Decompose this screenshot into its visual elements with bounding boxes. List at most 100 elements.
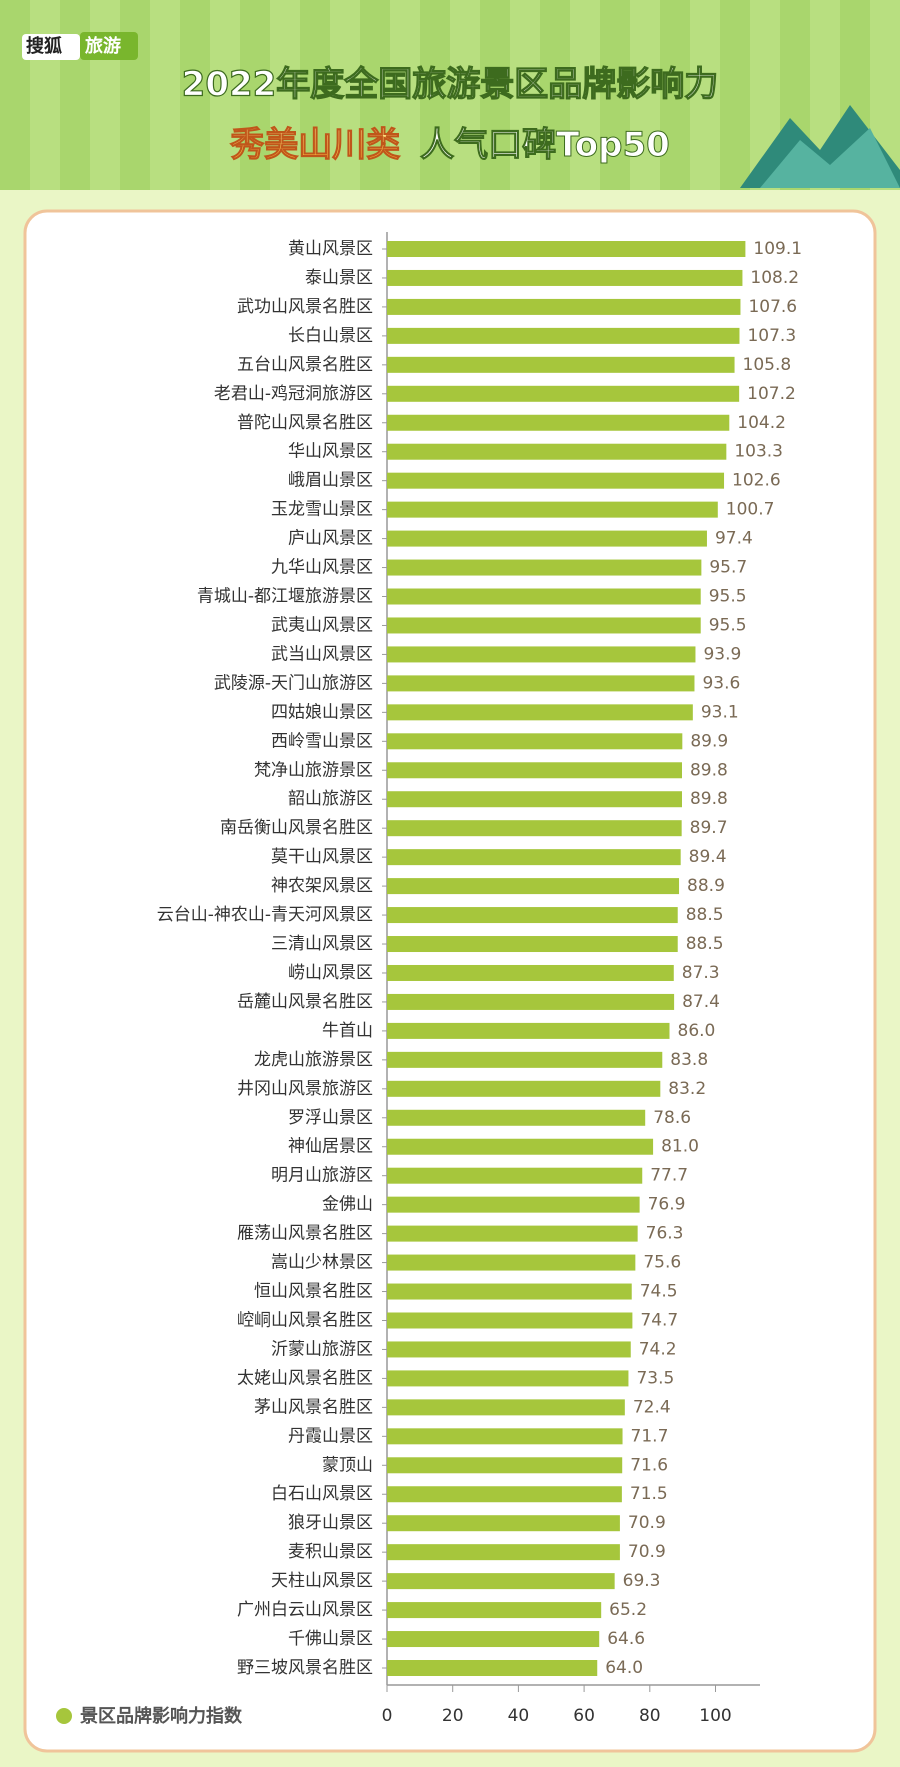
- bar: [387, 762, 682, 779]
- bar: [387, 472, 725, 489]
- y-tick-label: 崂山风景区: [288, 963, 373, 983]
- bar: [387, 559, 702, 576]
- y-tick-label: 莫干山风景区: [271, 847, 373, 867]
- bar: [387, 1080, 661, 1097]
- bar: [387, 1109, 646, 1126]
- value-label: 107.2: [747, 384, 796, 404]
- bar: [387, 414, 730, 431]
- value-label: 77.7: [650, 1166, 688, 1186]
- x-tick-label: 0: [382, 1706, 393, 1726]
- bar: [387, 327, 740, 344]
- bar: [387, 1283, 632, 1300]
- x-tick-label: 100: [699, 1706, 731, 1726]
- value-label: 105.8: [743, 355, 792, 375]
- y-tick-label: 麦积山景区: [288, 1542, 373, 1562]
- value-label: 70.9: [628, 1513, 666, 1533]
- bar: [387, 733, 683, 750]
- y-tick-label: 普陀山风景名胜区: [237, 413, 373, 433]
- bar: [387, 617, 701, 634]
- bar: [387, 1022, 670, 1039]
- legend-swatch: [56, 1708, 72, 1724]
- value-label: 78.6: [653, 1108, 691, 1128]
- value-label: 89.8: [690, 760, 728, 780]
- y-tick-label: 武夷山风景区: [271, 615, 373, 635]
- bar: [387, 1660, 598, 1676]
- bar: [387, 1312, 633, 1329]
- y-tick-label: 峨眉山景区: [288, 471, 373, 491]
- bar: [387, 269, 743, 286]
- bar: [387, 385, 740, 402]
- value-label: 83.2: [668, 1079, 706, 1099]
- y-tick-label: 泰山景区: [305, 268, 373, 288]
- bar: [387, 356, 735, 373]
- logo-brand: 搜狐: [26, 35, 62, 57]
- bar: [387, 907, 678, 924]
- value-label: 93.6: [702, 673, 740, 693]
- value-label: 74.5: [640, 1282, 678, 1302]
- value-label: 108.2: [750, 268, 799, 288]
- bar: [387, 501, 718, 518]
- value-label: 89.9: [690, 731, 728, 751]
- y-tick-label: 三清山风景区: [271, 934, 373, 954]
- mountains: [740, 105, 900, 188]
- bar: [387, 1515, 620, 1532]
- value-label: 64.0: [605, 1658, 643, 1678]
- value-label: 69.3: [623, 1571, 661, 1591]
- y-tick-label: 武当山风景区: [271, 644, 373, 664]
- y-tick-label: 老君山-鸡冠洞旅游区: [214, 384, 373, 404]
- value-label: 73.5: [636, 1368, 674, 1388]
- bar: [387, 1602, 602, 1619]
- y-tick-label: 丹霞山景区: [288, 1426, 373, 1446]
- bar: [387, 1573, 615, 1590]
- y-tick-label: 武功山风景名胜区: [237, 297, 373, 317]
- y-tick-label: 黄山风景区: [288, 239, 373, 259]
- value-label: 87.4: [682, 992, 720, 1012]
- logo-bg: [22, 34, 80, 60]
- value-label: 88.5: [686, 905, 724, 925]
- value-label: 71.6: [630, 1455, 668, 1475]
- y-tick-label: 嵩山少林景区: [271, 1253, 373, 1273]
- subtitle: 人气口碑Top50: [420, 125, 670, 165]
- y-tick-label: 长白山景区: [288, 326, 373, 346]
- y-tick-label: 金佛山: [322, 1195, 373, 1215]
- value-label: 71.7: [631, 1426, 669, 1446]
- y-tick-label: 庐山风景区: [288, 529, 373, 549]
- value-label: 95.5: [709, 615, 747, 635]
- logo-tag: [80, 32, 138, 60]
- value-label: 71.5: [630, 1484, 668, 1504]
- bar: [387, 820, 682, 837]
- x-tick-label: 80: [639, 1706, 661, 1726]
- bar: [387, 588, 701, 605]
- x-tick-label: 40: [508, 1706, 530, 1726]
- chart-title: 2022年度全国旅游景区品牌影响力: [182, 65, 719, 105]
- value-label: 65.2: [609, 1600, 647, 1620]
- y-tick-label: 崆峒山风景名胜区: [237, 1310, 373, 1330]
- value-label: 104.2: [737, 413, 786, 433]
- value-label: 95.7: [709, 558, 747, 578]
- value-label: 89.8: [690, 789, 728, 809]
- bar: [387, 1051, 663, 1068]
- value-label: 64.6: [607, 1629, 645, 1649]
- bar: [387, 993, 675, 1010]
- y-tick-label: 牛首山: [322, 1021, 373, 1041]
- value-label: 93.9: [703, 644, 741, 664]
- y-tick-label: 广州白云山风景区: [237, 1600, 373, 1620]
- y-tick-label: 井冈山风景旅游区: [237, 1079, 373, 1099]
- y-tick-label: 九华山风景区: [271, 558, 373, 578]
- y-tick-label: 华山风景区: [288, 442, 373, 462]
- y-tick-label: 武陵源-天门山旅游区: [214, 673, 373, 693]
- value-label: 74.2: [639, 1339, 677, 1359]
- y-tick-label: 神农架风景区: [271, 876, 373, 896]
- bar: [387, 1341, 631, 1358]
- value-label: 100.7: [726, 500, 775, 520]
- y-tick-label: 神仙居景区: [288, 1137, 373, 1157]
- y-tick-label: 沂蒙山旅游区: [271, 1339, 373, 1359]
- y-tick-label: 茅山风景名胜区: [254, 1397, 373, 1417]
- bar: [387, 675, 695, 692]
- y-tick-label: 太姥山风景名胜区: [237, 1368, 373, 1388]
- value-label: 88.5: [686, 934, 724, 954]
- chart-subtitle: 秀美山川类 人气口碑Top50: [229, 125, 670, 165]
- value-label: 107.6: [748, 297, 797, 317]
- bar: [387, 1370, 629, 1387]
